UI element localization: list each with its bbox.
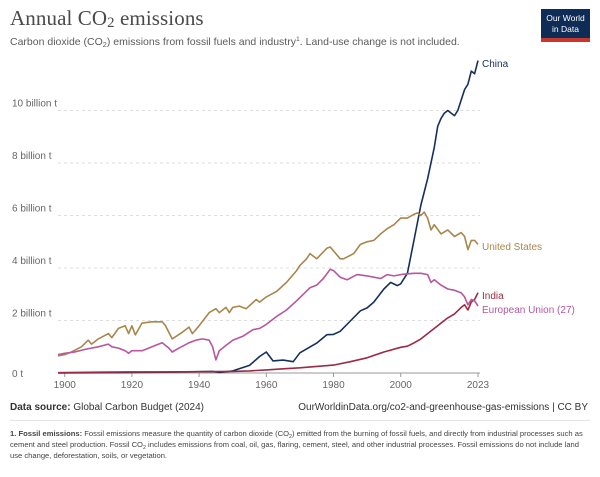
series-label-european-union-27: European Union (27) — [482, 305, 575, 316]
x-tick-label: 1980 — [322, 380, 345, 391]
series-label-china: China — [482, 59, 509, 70]
series-line-china — [57, 60, 479, 374]
y-axis-ticks: 0 t 2 billion t 4 billion t 6 billion t 8 bi… — [12, 99, 57, 381]
chart-title: Annual CO2 emissions — [10, 6, 204, 31]
series-line-united-states — [57, 211, 479, 357]
footnote: 1. Fossil emissions: Fossil emissions me… — [10, 429, 583, 460]
x-axis: 1900 1920 1940 1960 1980 2000 2023 — [54, 372, 490, 391]
footer-divider — [10, 420, 590, 421]
y-tick-label: 4 billion t — [12, 256, 52, 267]
chart-subtitle: Carbon dioxide (CO2) emissions from foss… — [10, 36, 460, 49]
data-source: Data source: Global Carbon Budget (2024) — [10, 402, 204, 413]
y-tick-label: 8 billion t — [12, 151, 52, 162]
owid-logo[interactable]: Our World in Data — [541, 9, 590, 42]
x-tick-label: 1960 — [255, 380, 278, 391]
y-tick-label: 6 billion t — [12, 204, 52, 215]
series-lines — [57, 60, 479, 374]
series-label-united-states: United States — [482, 242, 542, 253]
series-label-india: India — [482, 291, 504, 302]
x-tick-label: 1900 — [54, 380, 77, 391]
series-labels: China United States India European Union (2… — [482, 59, 575, 316]
series-line-india — [57, 292, 479, 374]
y-tick-label: 2 billion t — [12, 309, 52, 320]
x-tick-label: 2023 — [467, 380, 490, 391]
y-tick-label: 0 t — [12, 369, 23, 380]
x-tick-label: 1920 — [121, 380, 144, 391]
gridlines — [58, 110, 480, 321]
series-line-european-union-27 — [57, 268, 479, 361]
x-tick-label: 1940 — [188, 380, 211, 391]
x-tick-label: 2000 — [390, 380, 413, 391]
source-url-link[interactable]: OurWorldinData.org/co2-and-greenhouse-ga… — [298, 402, 588, 413]
line-chart: 0 t 2 billion t 4 billion t 6 billion t 8 bi… — [12, 59, 575, 391]
y-tick-label: 10 billion t — [12, 99, 57, 110]
